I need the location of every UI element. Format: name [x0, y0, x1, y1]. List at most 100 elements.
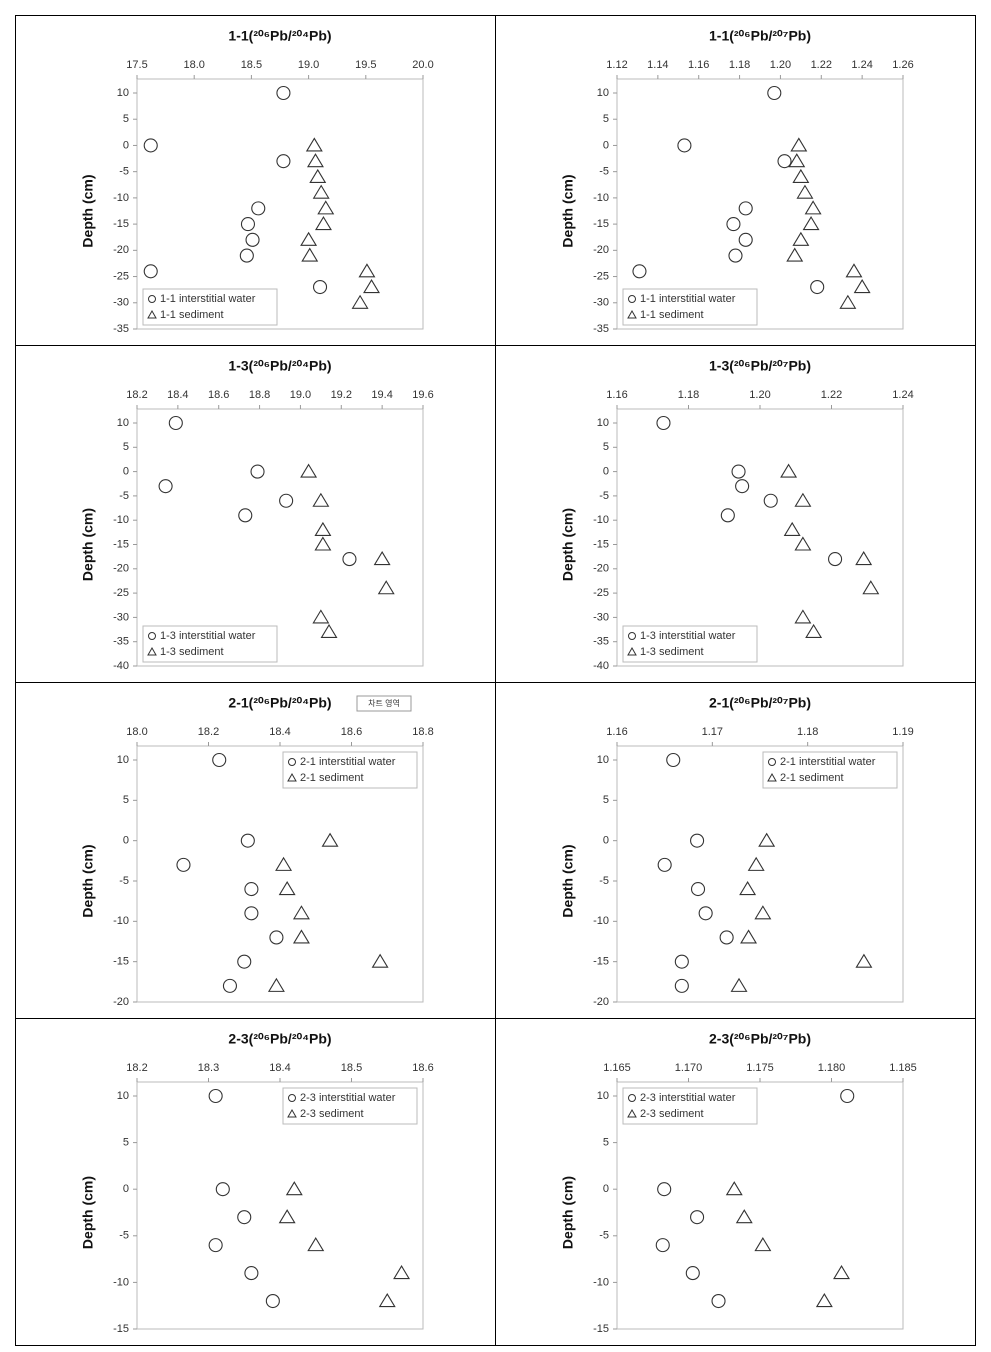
y-tick-label: -25 — [113, 270, 129, 282]
circle-point — [738, 232, 753, 247]
y-tick-label: -30 — [593, 297, 609, 309]
y-tick-label: 0 — [123, 466, 129, 478]
x-tick-label: 18.8 — [249, 389, 270, 401]
y-tick-label: -20 — [593, 996, 609, 1008]
triangle-point — [845, 263, 863, 278]
legend-symbol — [147, 309, 157, 319]
legend-symbol — [147, 646, 157, 656]
y-tick-label: -5 — [119, 490, 129, 502]
legend-label: 1-1 sediment — [160, 309, 224, 321]
triangle-point — [796, 184, 814, 199]
legend: 1-1 interstitial water 1-1 sediment — [142, 288, 278, 326]
triangle-point — [300, 231, 318, 246]
legend-box — [282, 1087, 418, 1125]
legend: 2-3 interstitial water 2-3 sediment — [282, 1087, 418, 1125]
circle-point — [269, 930, 284, 945]
y-tick-label: 0 — [123, 139, 129, 151]
y-axis-label: Depth (cm) — [560, 174, 576, 247]
table-frame — [15, 15, 976, 1346]
circle-point — [735, 479, 750, 494]
y-tick-label: 0 — [603, 835, 609, 847]
triangle-point — [735, 1209, 753, 1224]
triangle-point — [278, 880, 296, 896]
y-tick-label: -15 — [113, 956, 129, 968]
legend: 1-1 interstitial water 1-1 sediment — [622, 288, 758, 326]
triangle-point — [314, 536, 332, 551]
legend-symbol — [767, 772, 777, 782]
x-tick-label: 18.3 — [198, 1062, 219, 1074]
legend-label: 2-3 sediment — [300, 1108, 364, 1120]
circle-point — [244, 1266, 259, 1281]
triangle-point — [278, 1209, 296, 1224]
x-tick-label: 18.4 — [269, 726, 290, 738]
legend-symbol — [288, 1094, 296, 1102]
triangle-point — [805, 623, 823, 639]
y-tick-label: 0 — [603, 139, 609, 151]
y-tick-label: -5 — [599, 875, 609, 887]
legend: 1-3 interstitial water 1-3 sediment — [142, 625, 278, 663]
triangle-point — [373, 551, 391, 566]
circle-point — [657, 857, 672, 872]
y-tick-label: -5 — [599, 1230, 609, 1242]
chart: 2-1(²⁰⁶Pb/²⁰⁷Pb) Depth (cm) 1.16 1.17 1.18 1.… — [560, 695, 914, 1008]
circle-point — [208, 1238, 223, 1253]
legend-label: 2-1 interstitial water — [780, 756, 876, 768]
x-tick-label: 1.24 — [851, 59, 872, 71]
y-tick-label: -15 — [593, 956, 609, 968]
legend-box — [142, 288, 278, 326]
x-tick-label: 18.4 — [269, 1062, 290, 1074]
y-tick-label: -5 — [119, 1230, 129, 1242]
y-tick-label: 0 — [603, 466, 609, 478]
legend-box — [282, 751, 418, 789]
circle-point — [244, 906, 259, 921]
y-tick-label: -35 — [113, 636, 129, 648]
y-tick-label: -10 — [593, 514, 609, 526]
x-tick-label: 19.4 — [371, 389, 392, 401]
triangle-point — [312, 492, 330, 507]
circle-point — [176, 857, 191, 872]
circle-point — [690, 833, 705, 848]
y-tick-label: -25 — [593, 270, 609, 282]
triangle-point — [802, 216, 820, 231]
y-tick-label: -25 — [113, 587, 129, 599]
x-tick-label: 1.165 — [603, 1062, 631, 1074]
triangle-point — [804, 200, 822, 215]
y-axis-label: Depth (cm) — [560, 508, 576, 581]
x-tick-label: 18.4 — [167, 389, 188, 401]
triangle-point — [790, 137, 808, 152]
y-tick-label: -30 — [593, 611, 609, 623]
circle-point — [685, 1266, 700, 1281]
circle-point — [312, 279, 328, 295]
chart-title: 2-1(²⁰⁶Pb/²⁰⁷Pb) — [709, 695, 811, 711]
x-tick-label: 1.16 — [606, 726, 627, 738]
y-axis-label: Depth (cm) — [80, 1176, 96, 1249]
legend-box — [622, 1087, 758, 1125]
circle-point — [690, 882, 706, 897]
x-tick-label: 1.12 — [606, 59, 627, 71]
circle-point — [240, 217, 256, 232]
circle-point — [690, 1210, 705, 1225]
circle-point — [674, 978, 689, 993]
triangle-point — [292, 929, 310, 944]
y-tick-label: -10 — [593, 192, 609, 204]
y-tick-label: -40 — [113, 660, 129, 672]
triangle-point — [794, 536, 812, 551]
triangle-point — [839, 294, 857, 309]
triangle-point — [780, 463, 798, 478]
x-tick-label: 1.24 — [892, 389, 913, 401]
x-tick-label: 1.18 — [797, 726, 818, 738]
triangle-point — [815, 1292, 833, 1308]
triangle-point — [855, 551, 873, 566]
x-tick-label: 1.22 — [811, 59, 832, 71]
y-tick-label: -10 — [593, 1276, 609, 1288]
y-tick-label: -5 — [119, 875, 129, 887]
triangle-point — [292, 905, 310, 920]
circle-point — [168, 415, 183, 431]
legend-label: 2-1 sediment — [300, 772, 364, 784]
x-tick-label: 1.19 — [892, 726, 913, 738]
circle-point — [840, 1088, 855, 1104]
circle-point — [212, 752, 227, 768]
circle-point — [265, 1293, 280, 1309]
x-tick-label: 1.170 — [675, 1062, 703, 1074]
